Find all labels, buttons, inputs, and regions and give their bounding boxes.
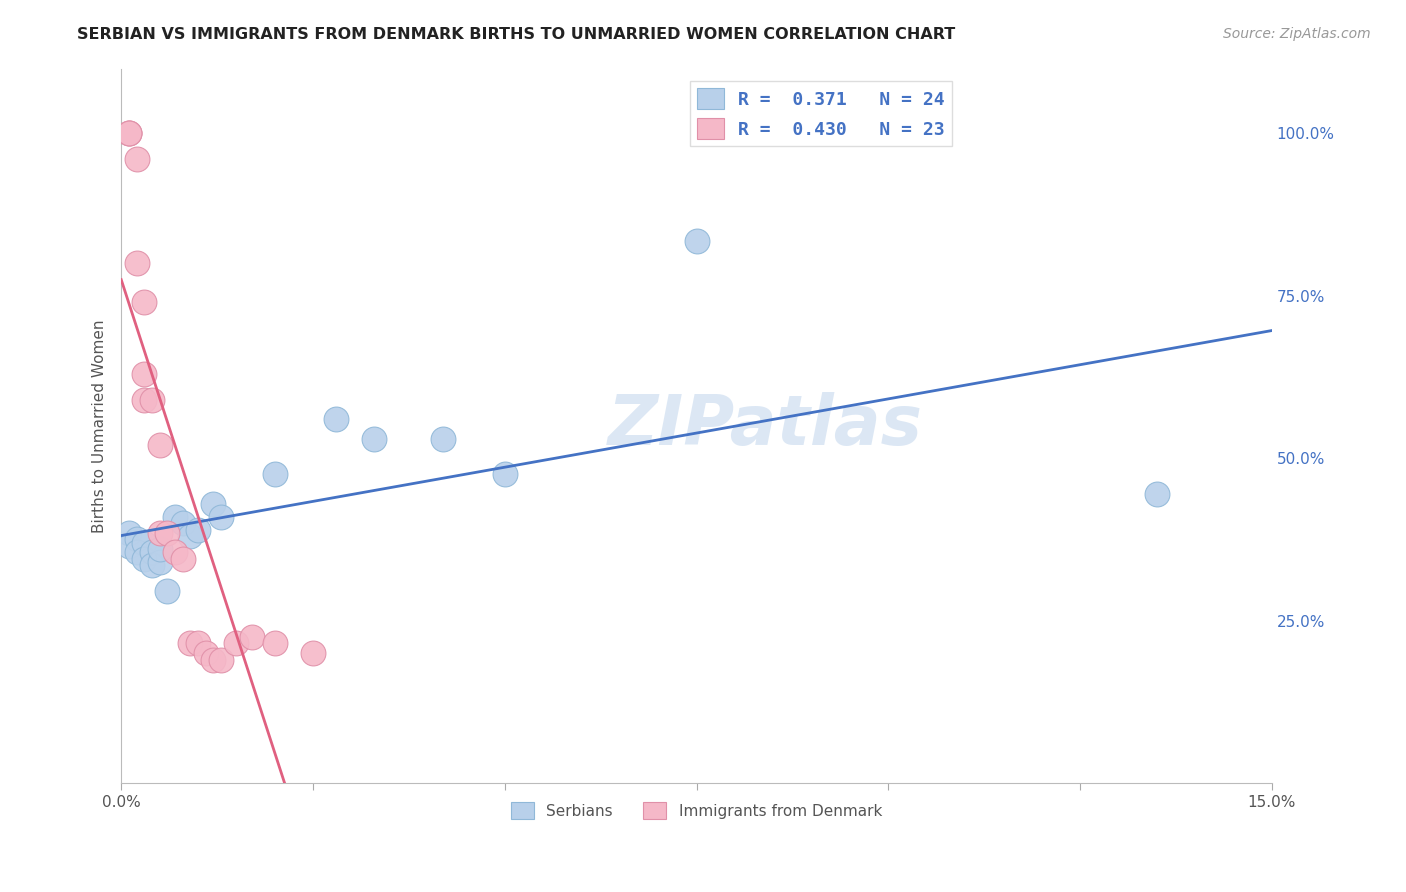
Point bbox=[194, 646, 217, 660]
Point bbox=[187, 523, 209, 537]
Point bbox=[1146, 487, 1168, 501]
Point bbox=[363, 432, 385, 446]
Point bbox=[225, 636, 247, 650]
Point bbox=[148, 555, 170, 569]
Point bbox=[209, 652, 232, 666]
Point bbox=[163, 509, 186, 524]
Point bbox=[148, 438, 170, 452]
Point bbox=[148, 542, 170, 557]
Point bbox=[125, 533, 148, 547]
Point bbox=[156, 584, 179, 599]
Point bbox=[125, 153, 148, 167]
Point bbox=[118, 127, 141, 141]
Point bbox=[118, 525, 141, 540]
Point bbox=[240, 630, 263, 644]
Point bbox=[134, 392, 156, 407]
Text: SERBIAN VS IMMIGRANTS FROM DENMARK BIRTHS TO UNMARRIED WOMEN CORRELATION CHART: SERBIAN VS IMMIGRANTS FROM DENMARK BIRTH… bbox=[77, 27, 956, 42]
Point bbox=[163, 545, 186, 559]
Point bbox=[325, 412, 347, 426]
Point bbox=[209, 509, 232, 524]
Point bbox=[134, 295, 156, 310]
Point bbox=[141, 392, 163, 407]
Point bbox=[118, 127, 141, 141]
Point bbox=[118, 127, 141, 141]
Point bbox=[494, 467, 516, 482]
Point bbox=[172, 516, 194, 531]
Point bbox=[141, 545, 163, 559]
Point bbox=[125, 256, 148, 270]
Point bbox=[118, 539, 141, 553]
Point bbox=[432, 432, 454, 446]
Point bbox=[685, 234, 707, 248]
Point bbox=[134, 535, 156, 549]
Text: ZIPatlas: ZIPatlas bbox=[609, 392, 924, 459]
Point bbox=[134, 367, 156, 381]
Point bbox=[263, 467, 285, 482]
Point bbox=[202, 497, 225, 511]
Point bbox=[179, 636, 201, 650]
Point bbox=[179, 529, 201, 543]
Point bbox=[134, 552, 156, 566]
Point bbox=[125, 545, 148, 559]
Point bbox=[202, 652, 225, 666]
Text: Source: ZipAtlas.com: Source: ZipAtlas.com bbox=[1223, 27, 1371, 41]
Point bbox=[263, 636, 285, 650]
Point bbox=[172, 552, 194, 566]
Point bbox=[187, 636, 209, 650]
Point bbox=[141, 558, 163, 573]
Point bbox=[156, 525, 179, 540]
Y-axis label: Births to Unmarried Women: Births to Unmarried Women bbox=[93, 319, 107, 533]
Point bbox=[302, 646, 325, 660]
Point bbox=[148, 525, 170, 540]
Legend: Serbians, Immigrants from Denmark: Serbians, Immigrants from Denmark bbox=[505, 796, 889, 825]
